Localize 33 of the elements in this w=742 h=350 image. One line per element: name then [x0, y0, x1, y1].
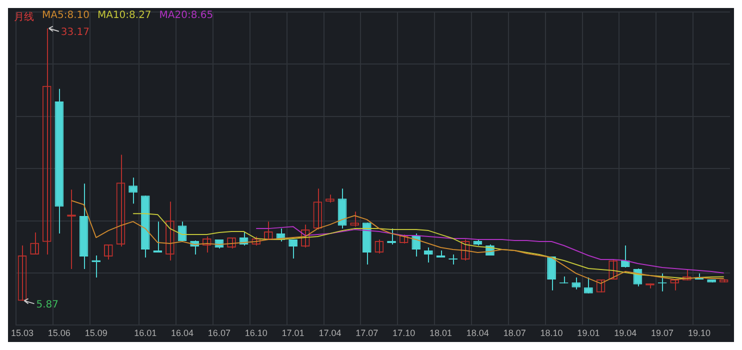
- x-tick-label: 17.04: [318, 328, 342, 338]
- x-tick-label: 18.01: [429, 328, 452, 338]
- x-tick-label: 16.10: [244, 328, 268, 338]
- candlestick: [128, 177, 138, 204]
- annotation: 33.17: [60, 26, 90, 38]
- chart-title: 月线: [14, 10, 34, 24]
- x-tick-label: 19.07: [651, 328, 674, 338]
- x-tick-label: 16.07: [208, 328, 230, 338]
- x-tick-label: 17.01: [282, 328, 304, 338]
- candlestick: [153, 221, 162, 254]
- x-tick-label: 18.07: [503, 328, 526, 338]
- x-tick-label: 19.01: [577, 328, 600, 338]
- x-tick-label: 15.03: [10, 328, 34, 338]
- candlestick: [547, 256, 556, 291]
- candlestick: [572, 276, 581, 290]
- text: MA5:8.10: [42, 10, 90, 23]
- x-tick-label: 17.10: [392, 328, 416, 338]
- x-tick-label: 17.07: [356, 328, 378, 338]
- x-tick-label: 16.04: [171, 328, 194, 338]
- text: MA20:8.65: [159, 10, 214, 23]
- x-tick-label: 18.04: [466, 328, 489, 338]
- annotation: 5.87: [36, 299, 59, 310]
- x-tick-label: 16.01: [134, 328, 157, 338]
- candlestick: [584, 276, 593, 294]
- x-tick-label: 19.10: [688, 328, 710, 338]
- x-tick-label: 15.06: [48, 328, 70, 338]
- candlestick: [448, 254, 458, 265]
- x-tick-label: 15.09: [84, 328, 108, 338]
- x-tick-label: 19.04: [614, 328, 637, 338]
- candlestick: [424, 247, 433, 263]
- text: MA10:8.27: [97, 10, 152, 23]
- candlestick: [387, 228, 396, 246]
- x-tick-label: 18.10: [540, 328, 563, 338]
